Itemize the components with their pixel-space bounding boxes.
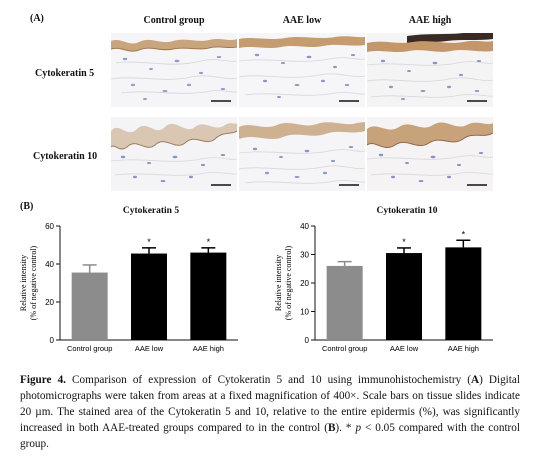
- significance-marker: *: [147, 237, 151, 247]
- bar-aae-low: [386, 253, 422, 340]
- caption-text-2: ) Digital photomicrographs were taken fr…: [20, 374, 520, 434]
- row-header-cytokeratin-10: Cytokeratin 10: [33, 151, 98, 162]
- caption-text-1: Comparison of expression of Cytokeratin …: [65, 374, 471, 386]
- y-axis-label-unit: (% of negative control): [29, 245, 38, 320]
- y-tick-label: 30: [300, 251, 309, 260]
- micrograph-ck5-aae-high: [367, 33, 493, 107]
- bar-control-group: [326, 265, 363, 340]
- y-tick-label: 40: [300, 222, 309, 231]
- x-tick-label: Control group: [322, 344, 367, 353]
- x-tick-label: AAE high: [448, 344, 479, 353]
- y-axis-label: Relative intensity: [274, 255, 283, 311]
- x-tick-label: AAE high: [193, 344, 224, 353]
- micrograph-ck5-aae-low: [239, 33, 365, 107]
- caption-text-3: ). *: [335, 422, 356, 434]
- bar-aae-high: [445, 247, 482, 340]
- y-tick-label: 20: [45, 298, 54, 307]
- column-header-aae-high: AAE high: [408, 15, 452, 26]
- y-axis-label-unit: (% of negative control): [284, 245, 293, 320]
- caption-label: Figure 4.: [20, 374, 66, 386]
- micrograph-ck10-aae-high: [367, 117, 493, 191]
- bar-chart-cytokeratin-10: 0 10 20 30 40 Relative intensity (% of negativ…: [274, 222, 493, 353]
- bar-chart-cytokeratin-5: 0 20 40 60 Relative intensity (% of negative …: [19, 222, 238, 353]
- bar-aae-low: [131, 253, 167, 340]
- caption-ref-b: B: [327, 422, 336, 434]
- bar-aae-high: [190, 252, 227, 340]
- caption-ref-a: A: [471, 374, 480, 386]
- y-tick-label: 40: [45, 260, 54, 269]
- caption-p-symbol: p: [355, 422, 362, 434]
- y-tick-label: 60: [45, 222, 54, 231]
- y-tick-label: 0: [305, 336, 310, 345]
- column-header-aae-low: AAE low: [282, 15, 322, 26]
- x-tick-label: Control group: [67, 344, 112, 353]
- significance-marker: *: [402, 237, 406, 247]
- column-header-control: Control group: [143, 15, 205, 26]
- y-tick-label: 10: [300, 308, 309, 317]
- y-axis-label: Relative intensity: [19, 255, 28, 311]
- micrograph-ck10-aae-low: [239, 117, 365, 191]
- micrograph-ck5-control: [111, 33, 237, 107]
- row-header-cytokeratin-5: Cytokeratin 5: [35, 68, 95, 79]
- significance-marker: *: [207, 237, 211, 247]
- significance-marker: *: [462, 229, 466, 239]
- bar-control-group: [71, 272, 108, 340]
- y-tick-label: 20: [300, 279, 309, 288]
- chart-title-ck10: Cytokeratin 10: [376, 206, 438, 216]
- figure-caption: Figure 4. Comparison of expression of Cy…: [20, 372, 520, 452]
- caption-text-4: < 0.05 compared with the control group.: [20, 422, 520, 450]
- chart-title-ck5: Cytokeratin 5: [122, 206, 180, 216]
- y-tick-label: 0: [50, 336, 55, 345]
- panel-b-label: (B): [20, 201, 34, 212]
- micrograph-ck10-control: [111, 117, 237, 191]
- x-tick-label: AAE low: [390, 344, 419, 353]
- panel-a-label: (A): [30, 13, 44, 24]
- x-tick-label: AAE low: [135, 344, 164, 353]
